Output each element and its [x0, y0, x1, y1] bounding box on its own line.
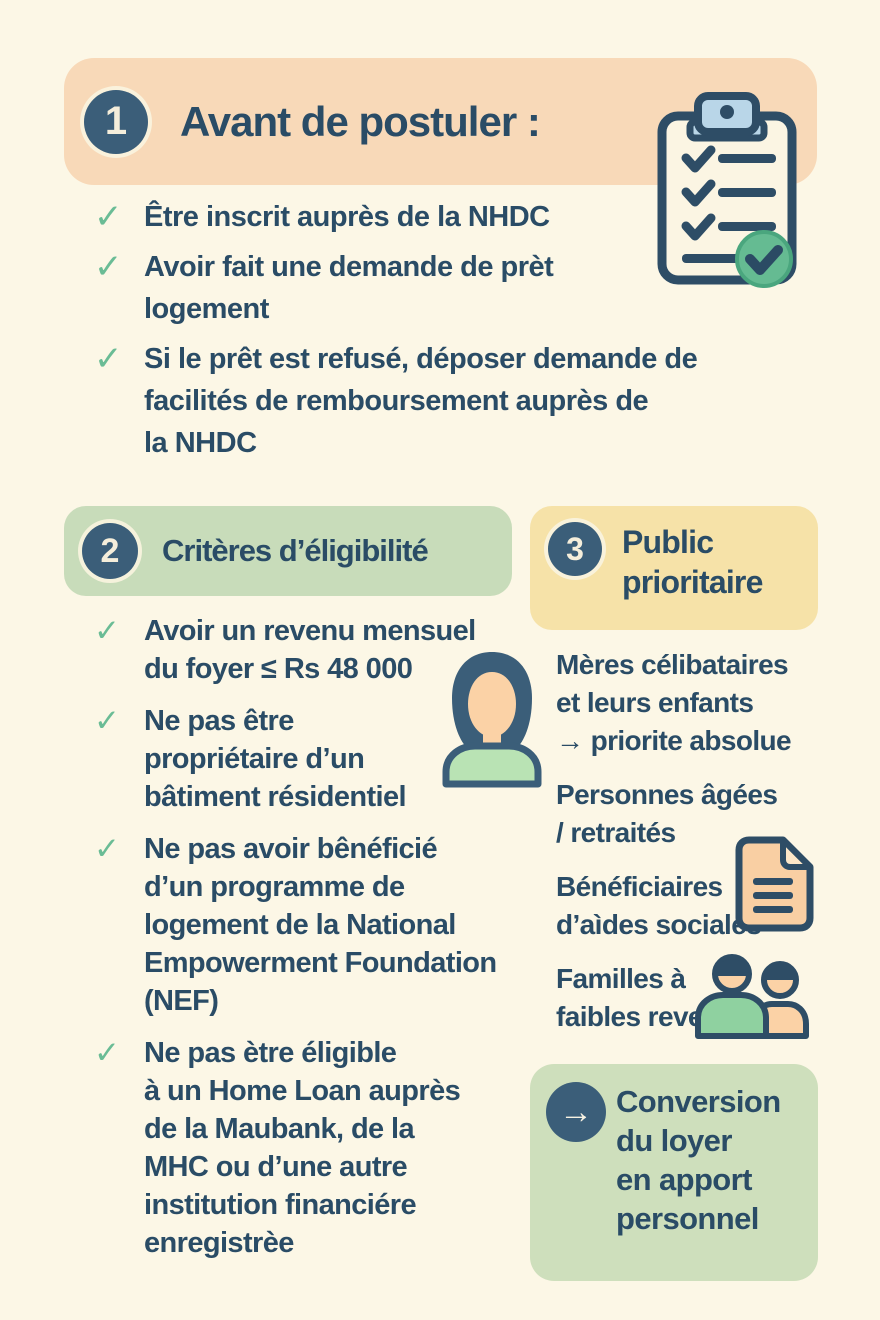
woman-avatar-icon	[436, 648, 548, 788]
check-item: ✓ Ne pas ètre éligible à un Home Loan au…	[94, 1034, 524, 1262]
check-item-text: Si le prêt est refusé, déposer demande d…	[144, 343, 698, 459]
conversion-box: → Conversion du loyer en apport personne…	[530, 1064, 818, 1281]
priority-item: Bénéficiaires d’aìdes sociales	[556, 871, 762, 940]
check-item: ✓ Ne pas être propriétaire d’un bâtiment…	[94, 702, 524, 816]
check-item-text: Être inscrit auprès de la NHDC	[144, 201, 550, 233]
clipboard-checklist-icon	[650, 88, 804, 290]
check-icon: ✓	[94, 198, 123, 236]
check-item-text: Ne pas être propriétaire d’un bâtiment r…	[144, 705, 407, 813]
two-people-icon	[690, 948, 814, 1040]
priority-item: Personnes âgées / retraités	[556, 779, 778, 848]
section1-number-badge: 1	[84, 89, 148, 154]
check-icon: ✓	[94, 248, 123, 286]
check-item: ✓ Être inscrit auprès de la NHDC	[94, 196, 754, 238]
check-icon: ✓	[94, 613, 120, 648]
section2-checklist: ✓ Avoir un revenu mensuel du foyer ≤ Rs …	[94, 612, 524, 1276]
section2-title: Critères d’éligibilité	[162, 533, 429, 568]
priority-item: Mères célibataires et leurs enfants → pr…	[556, 649, 792, 756]
section3-list: Mères célibataires et leurs enfants → pr…	[556, 646, 828, 1052]
check-icon: ✓	[94, 1035, 120, 1070]
section3-number-badge: 3	[548, 522, 602, 576]
document-icon	[732, 834, 818, 932]
section1-title: Avant de postuler :	[180, 97, 541, 145]
check-icon: ✓	[94, 703, 120, 738]
check-item: ✓ Ne pas avoir bênéficié d’un programme …	[94, 830, 524, 1020]
check-item-text: Ne pas ètre éligible à un Home Loan aupr…	[144, 1037, 461, 1259]
section1-checklist: ✓ Être inscrit auprès de la NHDC ✓ Avoir…	[94, 196, 754, 472]
section2-header-band: 2 Critères d’éligibilité	[64, 506, 512, 596]
check-item-text: Avoir un revenu mensuel du foyer ≤ Rs 48…	[144, 615, 476, 685]
check-item-text: Avoir fait une demande de prèt logement	[144, 251, 554, 325]
conversion-text: Conversion du loyer en apport personnel	[616, 1084, 781, 1236]
check-item-text: Ne pas avoir bênéficié d’un programme de…	[144, 833, 497, 1017]
section3-header-band: 3 Public prioritaire	[530, 506, 818, 630]
arrow-right-icon: →	[546, 1082, 606, 1142]
section3-title: Public prioritaire	[622, 524, 763, 600]
check-item: ✓ Si le prêt est refusé, déposer demande…	[94, 338, 754, 464]
check-icon: ✓	[94, 340, 123, 378]
check-item: ✓ Avoir fait une demande de prèt logemen…	[94, 246, 754, 330]
check-icon: ✓	[94, 831, 120, 866]
section2-number-badge: 2	[82, 523, 138, 579]
check-item: ✓ Avoir un revenu mensuel du foyer ≤ Rs …	[94, 612, 524, 688]
